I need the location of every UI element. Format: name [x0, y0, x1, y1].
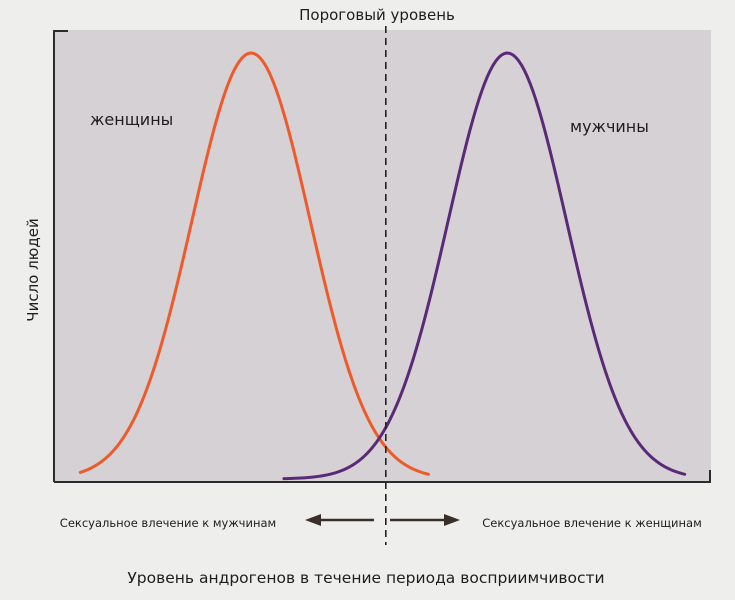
series-line-men: [282, 51, 687, 481]
curves-layer: [78, 51, 687, 481]
arrow-left-head: [305, 514, 321, 526]
x-axis-label: Уровень андрогенов в течение периода вос…: [127, 569, 604, 587]
arrow-right-head: [444, 514, 460, 526]
series-label-women: женщины: [90, 110, 173, 129]
arrow-right: [390, 514, 460, 526]
threshold-label: Пороговый уровень: [299, 6, 455, 24]
series-label-men: мужчины: [570, 117, 649, 136]
y-axis-label: Число людей: [24, 218, 42, 321]
plot-background: [54, 30, 711, 482]
arrow-left: [305, 514, 374, 526]
direction-label-right: Сексуальное влечение к женщинам: [482, 516, 702, 530]
direction-label-left: Сексуальное влечение к мужчинам: [60, 516, 276, 530]
series-line-women: [78, 51, 430, 476]
